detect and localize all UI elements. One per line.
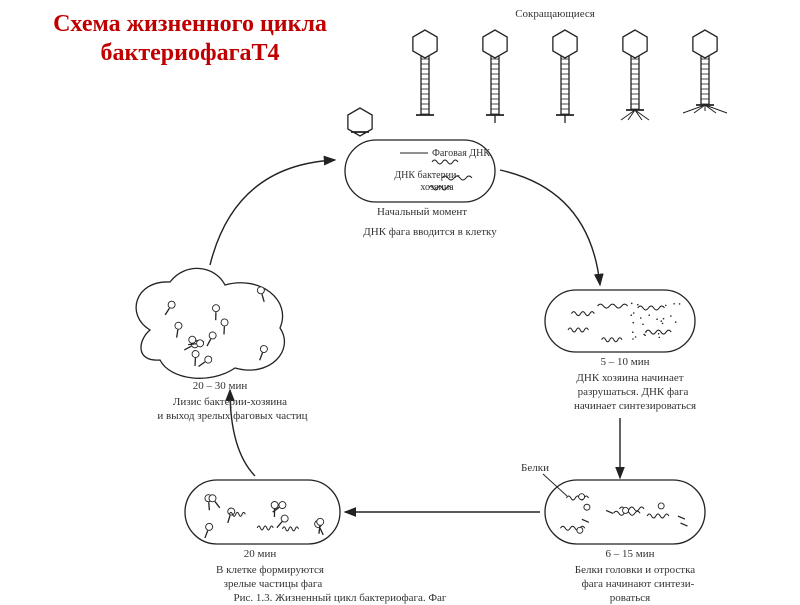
step5-time: 20 – 30 мин xyxy=(170,380,270,393)
step4-time: 20 мин xyxy=(230,548,290,561)
step4-cap1: В клетке формируются xyxy=(190,564,350,577)
step1-inner-0: Фаговая ДНК xyxy=(386,148,536,160)
step2-cap1: ДНК хозяина начинает xyxy=(550,372,710,385)
step3-time: 6 – 15 мин xyxy=(585,548,675,561)
step3-cap1: Белки головки и отростка xyxy=(545,564,725,577)
figure-caption: Рис. 1.3. Жизненный цикл бактериофага. Ф… xyxy=(180,592,500,605)
step3-side: Белки xyxy=(510,462,560,475)
step2-cap3: начинает синтезироваться xyxy=(545,400,725,413)
step1-inner-1: ДНК бактерии- xyxy=(352,170,502,182)
step3-cap2: фага начинают синтези- xyxy=(548,578,728,591)
title-line1: Схема жизненного цикла xyxy=(20,10,360,39)
step1-inner-2: хозяина xyxy=(362,182,512,194)
step1-cap2: ДНК фага вводится в клетку xyxy=(330,226,530,239)
step1-cap1: Начальный момент xyxy=(352,206,492,219)
step3-cap3: роваться xyxy=(590,592,670,605)
step2-time: 5 – 10 мин xyxy=(580,356,670,369)
step5-cap1: Лизис бактерии-хозяина xyxy=(145,396,315,409)
step4-cap2: зрелые частицы фага xyxy=(193,578,353,591)
top-sequence-label: Сокращающиеся xyxy=(490,8,620,21)
diagram-title: Схема жизненного цикла бактериофагаТ4 xyxy=(20,10,360,68)
diagram-canvas xyxy=(0,0,800,600)
step2-cap2: разрушаться. ДНК фага xyxy=(548,386,718,399)
step5-cap2: и выход зрелых фаговых частиц xyxy=(130,410,335,423)
title-line2: бактериофагаТ4 xyxy=(20,39,360,68)
